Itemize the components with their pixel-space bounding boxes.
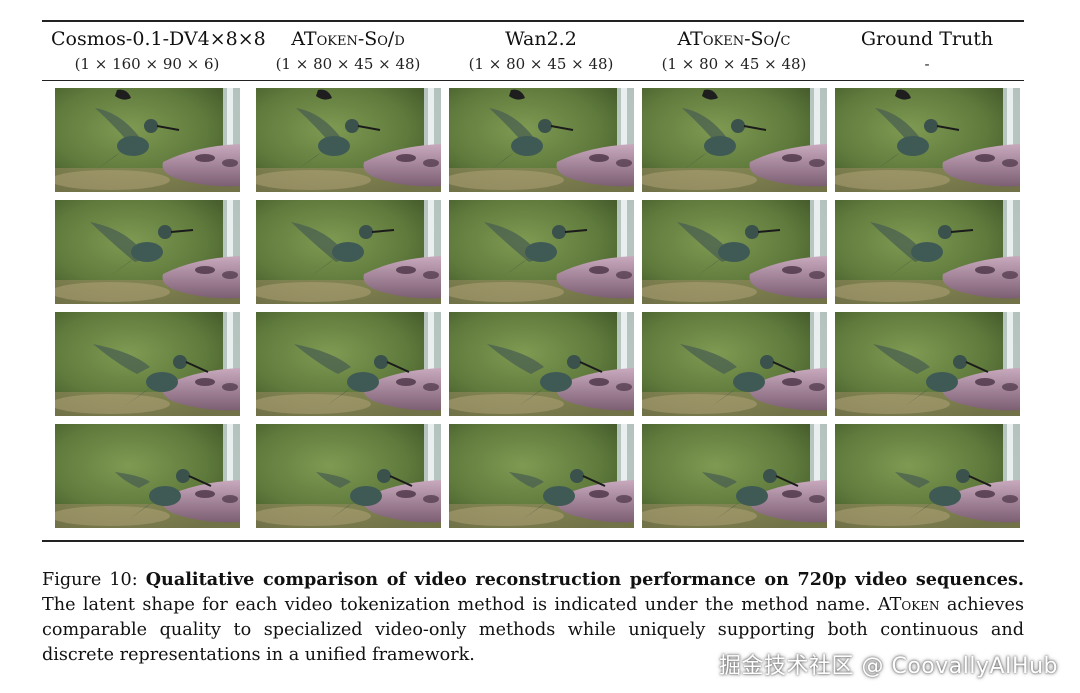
caption-text-2: achieves comparable quality to specializ… [42,595,1024,665]
method-name-smallcaps: oken [316,28,358,50]
column-header-atoken-so-d: AToken-So/d (1 × 80 × 45 × 48) [252,28,444,74]
video-frame [449,200,634,304]
table-top-rule [42,20,1024,22]
video-frame [256,424,441,528]
caption-label: Figure 10: [42,570,138,590]
figure-caption: Figure 10: Qualitative comparison of vid… [42,567,1024,668]
method-name-smallcaps: oken [702,28,745,50]
latent-shape: - [924,55,930,73]
column-header-cosmos: Cosmos-0.1-DV4×8×8 (1 × 160 × 90 × 6) [51,28,266,74]
video-frame [642,424,827,528]
latent-shape: (1 × 160 × 90 × 6) [74,55,220,73]
video-frame [55,88,240,192]
caption-smallcaps: oken [901,595,940,615]
table-bottom-rule [42,540,1024,542]
caption-title: Qualitative comparison of video reconstr… [145,569,1025,590]
caption-text: The latent shape for each video tokeniza… [42,595,902,615]
method-name: AT [677,28,703,50]
video-frame [835,312,1020,416]
video-frame [642,312,827,416]
video-frame [449,424,634,528]
method-name: Ground Truth [860,28,994,50]
video-frame [55,312,240,416]
method-name-suffix: -So/d [357,28,405,50]
video-frame [642,200,827,304]
watermark-text: 掘金技术社区 @ CoovallyAIHub [718,654,1058,679]
latent-shape: (1 × 80 × 45 × 48) [468,55,614,73]
video-frame [55,424,240,528]
video-frame [642,88,827,192]
column-header-wan22: Wan2.2 (1 × 80 × 45 × 48) [445,28,637,74]
video-frame [835,424,1020,528]
video-frame [835,200,1020,304]
video-frame [449,312,634,416]
method-name-suffix: -So/c [744,28,791,50]
method-name: Cosmos-0.1-DV4×8×8 [51,28,266,50]
video-frame [449,88,634,192]
column-header-atoken-so-c: AToken-So/c (1 × 80 × 45 × 48) [638,28,830,74]
method-name: AT [291,28,317,50]
latent-shape: (1 × 80 × 45 × 48) [275,55,421,73]
column-header-ground-truth: Ground Truth - [831,28,1023,74]
latent-shape: (1 × 80 × 45 × 48) [661,55,807,73]
video-frame [55,200,240,304]
table-header-rule [42,80,1024,81]
video-frame [256,88,441,192]
video-frame [256,200,441,304]
method-name: Wan2.2 [505,28,577,50]
video-frame [256,312,441,416]
video-frame [835,88,1020,192]
